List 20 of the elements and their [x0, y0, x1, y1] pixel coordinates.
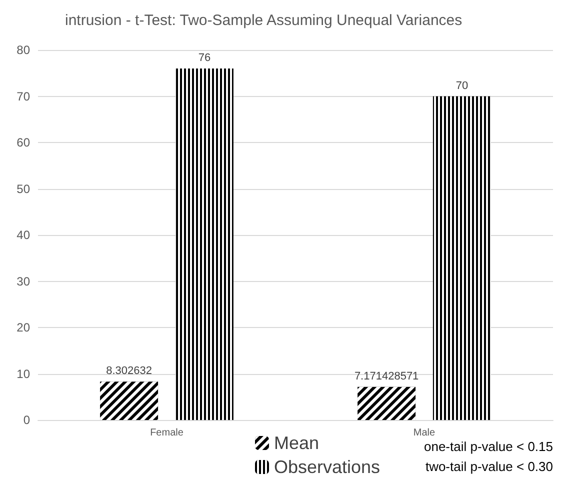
x-tick-label: Female — [150, 428, 184, 438]
data-label: 70 — [456, 80, 468, 92]
y-tick-label: 80 — [16, 43, 30, 57]
y-tick-label: 40 — [16, 228, 30, 242]
y-tick-label: 70 — [16, 89, 30, 104]
chart-title: intrusion - t-Test: Two-Sample Assuming Unequal Variances — [65, 12, 462, 29]
y-tick-label: 10 — [16, 366, 30, 381]
text: one-tail p-value < 0.15 — [424, 439, 554, 454]
y-tick-label: 50 — [16, 182, 30, 196]
legend-label: Observations — [274, 457, 380, 477]
data-label: 8.302632 — [106, 365, 152, 378]
y-tick-label: 0 — [23, 413, 30, 427]
data-label: 76 — [198, 52, 211, 64]
x-tick-label: Male — [413, 428, 436, 438]
text: two-tail p-value < 0.30 — [425, 459, 554, 474]
data-label: 7.171428571 — [354, 370, 419, 382]
y-tick-label: 20 — [16, 320, 30, 334]
y-tick-label: 60 — [16, 136, 30, 150]
legend-label: Mean — [274, 433, 320, 453]
y-tick-label: 30 — [16, 274, 30, 288]
